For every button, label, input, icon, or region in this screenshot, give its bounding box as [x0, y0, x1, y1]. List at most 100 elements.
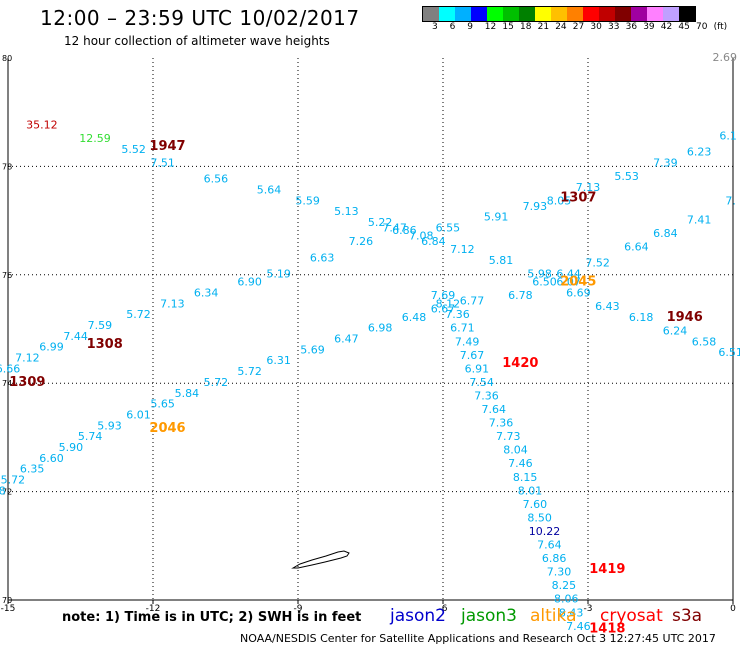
wave-height-value: 6.90	[237, 276, 262, 289]
y-tick-label: 78	[2, 162, 12, 171]
wave-height-value: 6.99	[39, 341, 64, 354]
color-scale-label: 36	[625, 22, 638, 32]
wave-height-value: 5.81	[489, 254, 514, 267]
wave-height-value: 12.59	[79, 132, 111, 145]
color-scale-label: 39	[643, 22, 655, 32]
wave-height-value: 7.13	[576, 181, 601, 194]
legend-item-jason3: jason3	[461, 606, 517, 626]
wave-height-value: 6.66	[0, 362, 20, 375]
wave-height-value: 35.12	[26, 118, 58, 131]
observation-labels: 35.1212.595.527.516.565.645.595.135.226.…	[0, 118, 740, 632]
wave-height-value: 7.46	[508, 457, 533, 470]
wave-height-value: 5.98	[527, 268, 552, 281]
color-swatch	[471, 7, 487, 21]
wave-height-value: 5.13	[334, 205, 359, 218]
legend-item-altika: altika	[530, 606, 577, 626]
color-swatch	[519, 7, 535, 21]
wave-height-value: 5.74	[78, 430, 103, 443]
wave-height-value: 6.77	[460, 295, 485, 308]
pass-time-label: 1420	[502, 356, 538, 371]
x-tick-label: -12	[146, 604, 161, 614]
color-swatch	[583, 7, 599, 21]
wave-height-value: 6.98	[368, 322, 393, 335]
wave-height-value: 6.58	[692, 335, 717, 348]
pass-time-label: 1309	[9, 375, 45, 390]
wave-height-value: 7.36	[474, 389, 499, 402]
wave-height-value: 5.65	[150, 398, 175, 411]
wave-height-value: 5.90	[59, 441, 84, 454]
page-subtitle: 12 hour collection of altimeter wave hei…	[64, 34, 330, 48]
wave-height-value: 7.30	[547, 566, 572, 579]
wave-height-value: 6.86	[542, 552, 567, 565]
wave-height-value: 7.51	[150, 156, 175, 169]
color-scale-label: (ft)	[713, 22, 728, 32]
color-swatch	[615, 7, 631, 21]
wave-height-value: 5.72	[237, 365, 262, 378]
wave-height-value: 7.64	[537, 539, 562, 552]
color-scale-label: 6	[449, 22, 456, 32]
wave-height-value: 7.46	[566, 620, 591, 633]
wave-height-value: 6.67	[431, 303, 456, 316]
pass-time-label: 2045	[560, 275, 596, 290]
wave-height-value: 6.86	[392, 224, 417, 237]
wave-height-value: 6.43	[595, 300, 620, 313]
wave-height-value: 6.55	[436, 221, 461, 234]
wave-height-value: 6.18	[629, 311, 654, 324]
color-scale-label: 45	[678, 22, 690, 32]
wave-height-value: 7.39	[653, 156, 678, 169]
wave-height-value: 5.53	[614, 170, 639, 183]
wave-height-value: 6.51	[718, 346, 740, 359]
wave-height-value: 7.26	[349, 235, 374, 248]
wave-height-value: 7.59	[88, 319, 113, 332]
color-scale-label: 18	[520, 22, 532, 32]
wave-height-value: 7.13	[160, 297, 185, 310]
x-tick-label: -9	[294, 604, 303, 614]
wave-height-value: 5.72	[204, 376, 229, 389]
island-outline	[291, 550, 350, 569]
map-grid	[8, 58, 733, 600]
wave-height-value: 6.07	[556, 276, 581, 289]
footnote: note: 1) Time is in UTC; 2) SWH is in fe…	[62, 610, 362, 625]
wave-height-value: 6.44	[556, 268, 581, 281]
wave-height-value: 7.64	[482, 403, 507, 416]
wave-height-value: 6.91	[465, 362, 490, 375]
wave-height-value: 5.59	[295, 194, 320, 207]
wave-height-value: 5.52	[121, 143, 146, 156]
pass-time-label: 1947	[149, 139, 185, 154]
wave-height-value: 5.69	[300, 343, 325, 356]
legend-item-s3a: s3a	[672, 606, 703, 626]
x-tick-label: -6	[439, 604, 448, 614]
legend-item-jason2: jason2	[390, 606, 446, 626]
wave-height-value: 6.84	[653, 227, 678, 240]
y-tick-label: 80	[2, 54, 12, 63]
wave-height-value: 8.01	[518, 484, 543, 497]
color-scale-label: 3	[432, 22, 438, 32]
wave-height-value: 6.84	[421, 235, 446, 248]
color-swatch	[663, 7, 679, 21]
wave-height-value: 8.12	[436, 297, 461, 310]
wave-height-value: 7.54	[469, 376, 494, 389]
x-tick-label: -15	[1, 604, 16, 614]
color-scale-label: 27	[572, 22, 585, 32]
color-scale-label: 15	[502, 22, 514, 32]
pass-time-label: 1307	[560, 191, 596, 206]
wave-height-value: 5.72	[1, 473, 26, 486]
pass-time-label: 1418	[589, 622, 625, 637]
wave-height-value: 6.47	[334, 333, 359, 346]
wave-height-value: 7.41	[687, 213, 712, 226]
x-tick-label: -3	[584, 604, 593, 614]
wave-height-value: 8.43	[559, 606, 584, 619]
color-swatch	[455, 7, 471, 21]
color-scale-label: 30	[590, 22, 602, 32]
wave-height-value: 6.08	[0, 484, 6, 497]
y-tick-label: 74	[2, 379, 12, 388]
color-swatch	[439, 7, 455, 21]
wave-height-value: 8.04	[503, 444, 528, 457]
color-scale-labels: 3 6 9 12 15 18 21 24 27 30 33 36 39 42 45 70 (ft)	[422, 22, 740, 34]
color-swatch	[503, 7, 519, 21]
map-axes: -15 -12 -9 -6 -3 0 70 72 74 76 78 80 2.69	[1, 51, 737, 614]
wave-height-value: 6.48	[402, 311, 427, 324]
color-swatch	[631, 7, 647, 21]
wave-height-value: 5.64	[257, 184, 282, 197]
page-title: 12:00 – 23:59 UTC 10/02/2017	[40, 6, 360, 30]
